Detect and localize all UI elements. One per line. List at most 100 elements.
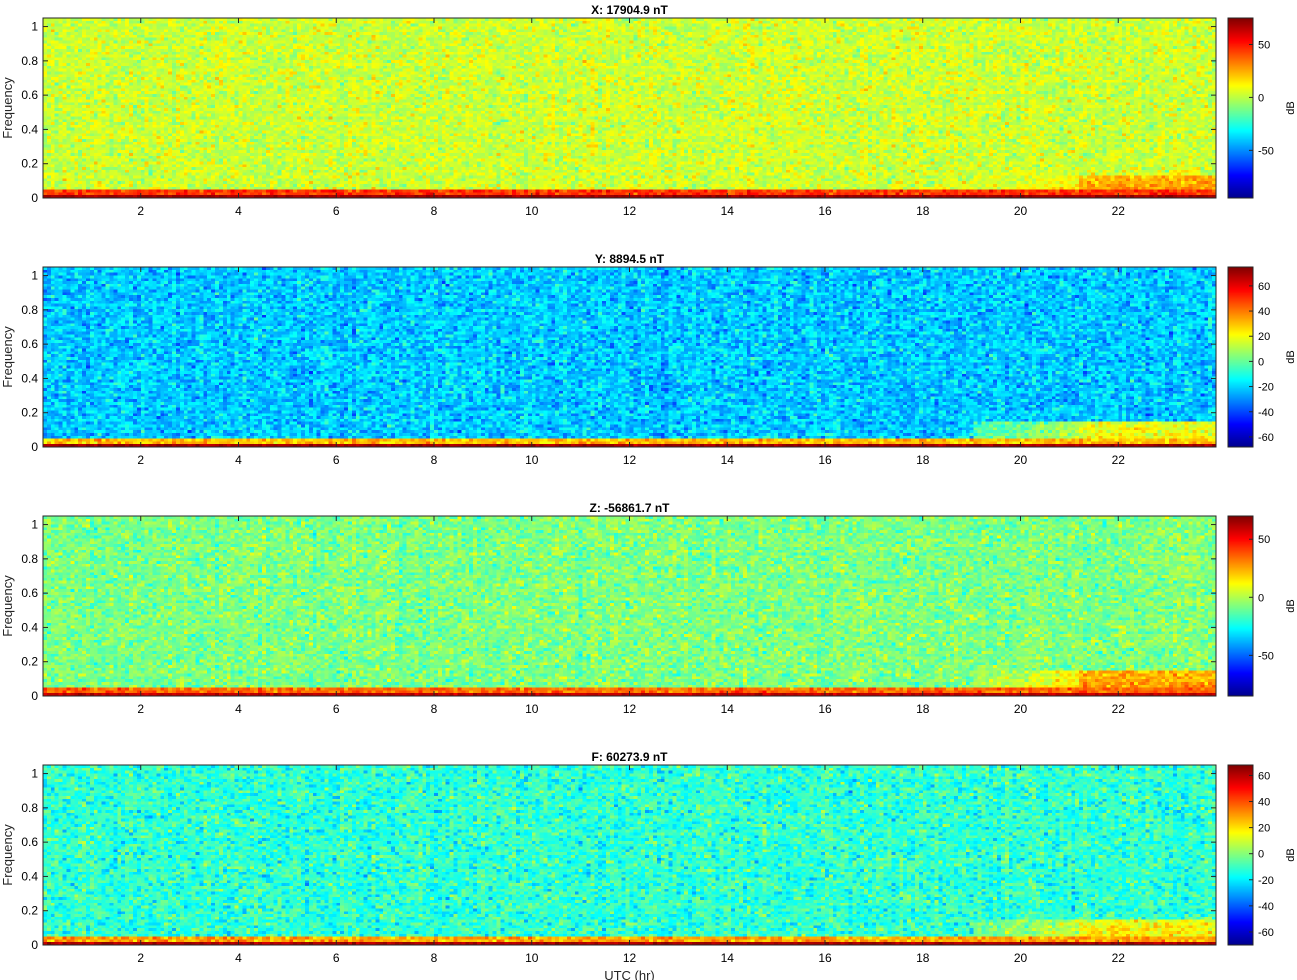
colorbar-tick-label: 0 [1258,92,1264,104]
x-tick-label: 12 [623,453,637,467]
x-tick-label: 4 [235,702,242,716]
colorbar-tick-label: -20 [1258,875,1274,887]
x-tick-label: 12 [623,951,637,965]
spectrogram-heatmap [43,267,1216,447]
spectrogram-panel-2: Y: 8894.5 nT2 4 6 8 10 12 14 16 18 20 2200.20.40.6… [0,252,1297,467]
x-tick-label: 8 [431,702,438,716]
colorbar: -60 -40 -20 0 20 40 60 dB [1227,266,1297,448]
panel-title: Y: 8894.5 nT [595,252,665,266]
x-tick-label: 22 [1112,453,1126,467]
y-tick-label: 1 [31,20,38,34]
spectrogram-heatmap [43,765,1216,945]
x-tick-label: 20 [1014,702,1028,716]
x-tick-label: 16 [818,204,832,218]
colorbar-frame [1227,17,1254,199]
colorbar-tick-label: 0 [1258,592,1264,604]
colorbar-tick-label: 0 [1258,356,1264,368]
colorbar-tick-label: 60 [1258,281,1270,293]
x-tick-label: 2 [137,204,144,218]
y-axis-label: Frequency [0,77,15,139]
y-tick-label: 0 [31,191,38,205]
x-tick-label: 6 [333,951,340,965]
x-tick-label: 20 [1014,204,1028,218]
x-tick-label: 2 [137,702,144,716]
x-tick-label: 4 [235,951,242,965]
x-tick-label: 10 [525,951,539,965]
y-tick-label: 1 [31,767,38,781]
colorbar: -50 0 50 dB [1227,17,1297,199]
x-tick-label: 18 [916,204,930,218]
colorbar: -60 -40 -20 0 20 40 60 dB [1227,764,1297,946]
colorbar-label: dB [1285,599,1297,612]
y-tick-label: 0.4 [21,122,38,136]
y-tick-label: 1 [31,518,38,532]
colorbar-frame [1227,764,1254,946]
y-axis-label: Frequency [0,824,15,886]
y-axis-label: Frequency [0,326,15,388]
colorbar-tick-label: 60 [1258,770,1270,782]
x-tick-label: 2 [137,951,144,965]
x-tick-label: 20 [1014,951,1028,965]
x-tick-label: 22 [1112,204,1126,218]
x-tick-label: 22 [1112,951,1126,965]
colorbar-tick-label: 20 [1258,331,1270,343]
x-tick-label: 16 [818,453,832,467]
colorbar-tick-label: 40 [1258,306,1270,318]
y-tick-label: 0.2 [21,157,38,171]
y-tick-label: 0 [31,440,38,454]
y-tick-label: 0.8 [21,54,38,68]
colorbar: -50 0 50 dB [1227,515,1297,697]
colorbar-label: dB [1285,848,1297,861]
x-tick-label: 16 [818,702,832,716]
spectrogram-panel-3: Z: -56861.7 nT2 4 6 8 10 12 14 16 18 20 2200.20.40… [0,501,1297,716]
x-tick-label: 16 [818,951,832,965]
x-tick-label: 14 [721,453,735,467]
y-tick-label: 0.8 [21,552,38,566]
y-tick-label: 0.4 [21,869,38,883]
panel-title: X: 17904.9 nT [591,3,668,17]
x-tick-label: 18 [916,951,930,965]
colorbar-tick-label: -50 [1258,145,1274,157]
colorbar-gradient [1228,18,1253,198]
x-tick-label: 6 [333,204,340,218]
colorbar-tick-label: 0 [1258,849,1264,861]
x-tick-label: 14 [721,951,735,965]
panel-title: F: 60273.9 nT [591,750,668,764]
colorbar-label: dB [1285,350,1297,363]
colorbar-tick-label: 40 [1258,797,1270,809]
x-tick-label: 14 [721,702,735,716]
x-tick-label: 6 [333,453,340,467]
colorbar-gradient [1228,267,1253,447]
colorbar-tick-label: 50 [1258,39,1270,51]
y-tick-label: 0.2 [21,655,38,669]
colorbar-frame [1227,266,1254,448]
x-tick-label: 2 [137,453,144,467]
x-tick-label: 8 [431,204,438,218]
colorbar-gradient [1228,765,1253,945]
x-tick-label: 8 [431,453,438,467]
x-tick-label: 14 [721,204,735,218]
x-tick-label: 4 [235,453,242,467]
x-tick-label: 22 [1112,702,1126,716]
y-axis-label: Frequency [0,575,15,637]
x-tick-label: 6 [333,702,340,716]
spectrogram-heatmap [43,516,1216,696]
x-tick-label: 18 [916,453,930,467]
y-tick-label: 0.4 [21,371,38,385]
spectrogram-panel-1: X: 17904.9 nT2 4 6 8 10 12 14 16 18 20 2200.20.40.… [0,3,1297,218]
colorbar-frame [1227,515,1254,697]
x-tick-label: 12 [623,204,637,218]
x-tick-label: 10 [525,204,539,218]
x-tick-label: 4 [235,204,242,218]
y-tick-label: 0.2 [21,904,38,918]
y-tick-label: 0.6 [21,586,38,600]
y-tick-label: 0.4 [21,620,38,634]
colorbar-tick-label: -20 [1258,382,1274,394]
panel-title: Z: -56861.7 nT [589,501,670,515]
y-tick-label: 1 [31,269,38,283]
y-tick-label: 0.2 [21,406,38,420]
x-tick-label: 12 [623,702,637,716]
colorbar-tick-label: 20 [1258,823,1270,835]
spectrogram-panel-4: F: 60273.9 nT2 4 6 8 10 12 14 16 18 20 2200.20.40.… [0,750,1297,980]
y-tick-label: 0.8 [21,801,38,815]
